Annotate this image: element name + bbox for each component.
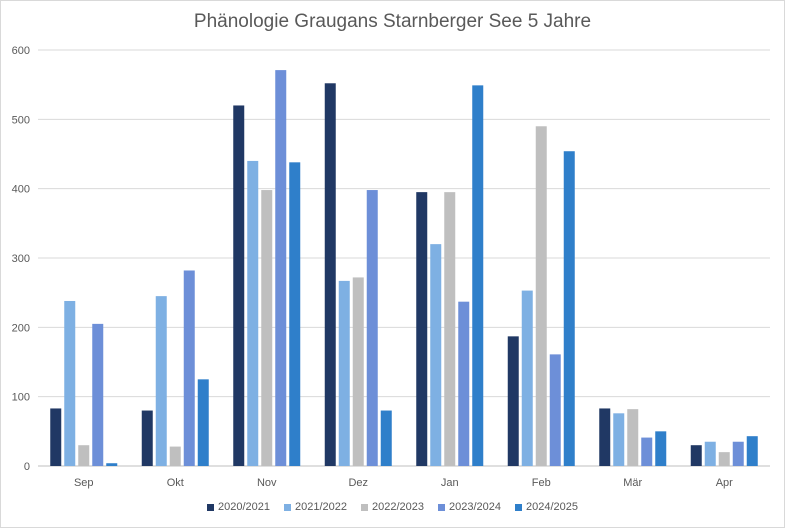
y-tick-label: 500 (12, 114, 30, 126)
bar-Mär-2020/2021 (599, 408, 611, 466)
legend-swatch (207, 503, 214, 511)
legend-label: 2022/2023 (372, 501, 424, 513)
bar-Feb-2021/2022 (521, 290, 533, 466)
bar-Apr-2020/2021 (690, 445, 702, 466)
legend-label: 2020/2021 (218, 501, 270, 513)
bar-Okt-2021/2022 (155, 296, 167, 466)
x-tick-label: Feb (532, 477, 551, 489)
bar-Nov-2021/2022 (247, 160, 259, 466)
x-tick-label: Okt (167, 477, 184, 489)
x-tick-label: Nov (257, 477, 277, 489)
legend-swatch (361, 503, 368, 511)
bar-Feb-2020/2021 (507, 336, 519, 466)
legend: 2020/2021 2021/2022 2022/2023 2023/2024 2024… (0, 501, 785, 513)
legend-label: 2023/2024 (449, 501, 501, 513)
bar-Dez-2024/2025 (380, 410, 392, 466)
bar-Okt-2020/2021 (141, 410, 153, 466)
bar-Jan-2022/2023 (444, 192, 456, 466)
x-tick-label: Jan (441, 477, 459, 489)
bar-Feb-2022/2023 (535, 126, 547, 467)
bar-Nov-2023/2024 (275, 70, 287, 467)
bar-Apr-2024/2025 (746, 436, 758, 466)
bar-Mär-2021/2022 (613, 413, 625, 466)
bar-Mär-2024/2025 (655, 431, 667, 466)
y-axis-ticks: 0 100 200 300 400 500 600 (12, 45, 30, 473)
legend-label: 2021/2022 (295, 501, 347, 513)
legend-item: 2024/2025 (515, 501, 578, 513)
bar-Dez-2023/2024 (366, 190, 378, 466)
legend-swatch (438, 503, 445, 511)
y-tick-label: 300 (12, 253, 30, 265)
bar-Sep-2021/2022 (64, 300, 76, 466)
bar-Nov-2022/2023 (261, 190, 273, 466)
bar-Dez-2021/2022 (338, 280, 350, 466)
y-tick-label: 100 (12, 392, 30, 404)
x-tick-label: Dez (348, 477, 368, 489)
bar-Sep-2024/2025 (106, 463, 118, 466)
legend-item: 2021/2022 (284, 501, 347, 513)
bar-Feb-2023/2024 (549, 354, 561, 466)
bar-Sep-2022/2023 (78, 445, 90, 466)
bar-Feb-2024/2025 (563, 151, 575, 466)
bar-Mär-2023/2024 (641, 437, 653, 466)
bars (50, 70, 758, 467)
gridlines (38, 49, 770, 467)
x-tick-label: Sep (74, 477, 94, 489)
bar-Okt-2024/2025 (197, 379, 209, 466)
bar-Sep-2023/2024 (92, 323, 104, 466)
bar-Jan-2021/2022 (430, 244, 442, 466)
bar-Okt-2023/2024 (183, 270, 195, 466)
y-tick-label: 400 (12, 184, 30, 196)
bar-Apr-2021/2022 (704, 441, 716, 466)
legend-label: 2024/2025 (526, 501, 578, 513)
bar-Nov-2020/2021 (233, 105, 245, 466)
x-tick-label: Apr (716, 477, 733, 489)
bar-Okt-2022/2023 (169, 446, 181, 466)
y-tick-label: 200 (12, 322, 30, 334)
bar-Apr-2023/2024 (732, 441, 744, 466)
legend-swatch (284, 503, 291, 511)
bar-Mär-2022/2023 (627, 409, 639, 466)
bar-Jan-2020/2021 (416, 192, 428, 466)
x-axis-ticks: Sep Okt Nov Dez Jan Feb Mär Apr (74, 477, 733, 489)
y-tick-label: 600 (12, 45, 30, 57)
bar-Nov-2024/2025 (289, 162, 301, 466)
legend-swatch (515, 503, 522, 511)
legend-item: 2020/2021 (207, 501, 270, 513)
legend-item: 2023/2024 (438, 501, 501, 513)
bar-Jan-2023/2024 (458, 301, 470, 466)
bar-Jan-2024/2025 (472, 85, 484, 467)
bar-Apr-2022/2023 (718, 452, 730, 466)
bar-Dez-2022/2023 (352, 277, 364, 466)
bar-Dez-2020/2021 (324, 83, 336, 466)
bar-Sep-2020/2021 (50, 408, 62, 466)
x-tick-label: Mär (623, 477, 642, 489)
legend-item: 2022/2023 (361, 501, 424, 513)
chart-title: Phänologie Graugans Starnberger See 5 Ja… (193, 11, 592, 32)
y-tick-label: 0 (24, 461, 30, 473)
